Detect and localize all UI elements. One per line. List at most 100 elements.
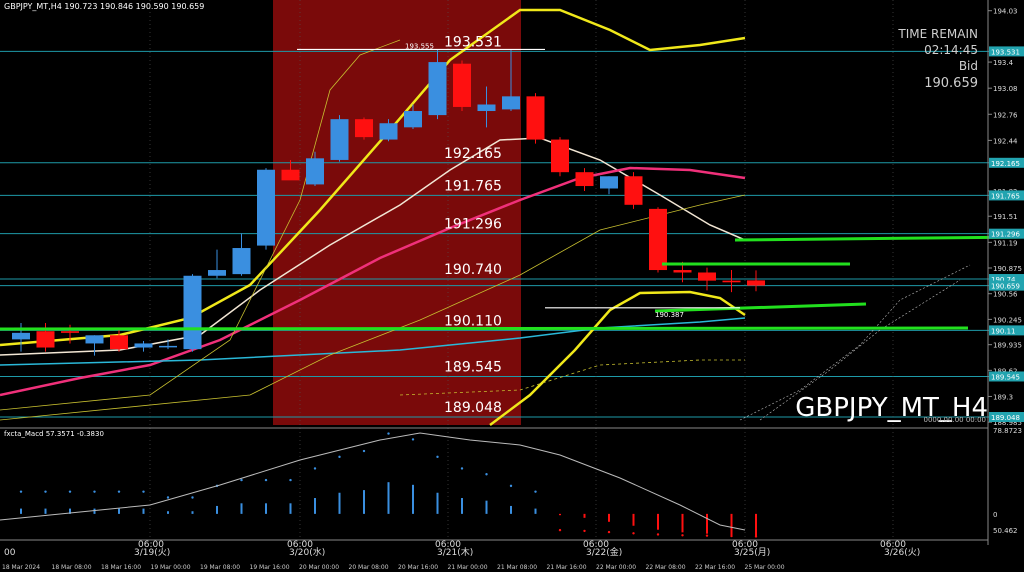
indicator-dot	[313, 467, 317, 470]
bear-candle[interactable]	[36, 331, 55, 348]
price-tick-label: 188.985	[993, 419, 1022, 427]
price-tick-label: 190.245	[993, 316, 1022, 324]
indicator-dot	[289, 478, 292, 482]
price-level-tag-text: 190.11	[991, 327, 1016, 335]
bull-candle[interactable]	[600, 176, 618, 189]
datetime-tick-label: 22 Mar 16:00	[695, 564, 735, 571]
price-tick-label: 192.44	[993, 137, 1018, 145]
price-tick-label: 189.935	[993, 342, 1022, 350]
indicator-dot	[338, 455, 341, 459]
indicator-dot	[632, 532, 635, 535]
bear-candle[interactable]	[722, 280, 741, 283]
price-level-tag	[989, 325, 1024, 336]
price-tick-label: 191.19	[993, 239, 1018, 247]
bear-candle[interactable]	[551, 139, 569, 173]
price-level-tag-text: 193.531	[991, 48, 1020, 56]
price-tick-label: 191.51	[993, 213, 1018, 221]
bull-candle[interactable]	[379, 123, 398, 140]
bear-candle[interactable]	[698, 272, 716, 281]
price-level-tag	[989, 228, 1024, 239]
bull-candle[interactable]	[330, 119, 349, 160]
bull-candle[interactable]	[404, 111, 422, 128]
datetime-tick-label: 19 Mar 08:00	[200, 564, 240, 571]
indicator-dot	[485, 473, 488, 476]
bull-candle[interactable]	[257, 169, 275, 246]
price-level-tag-text: 191.296	[991, 231, 1020, 239]
indicator-dot	[411, 438, 415, 441]
price-level-tag-text: 189.048	[991, 414, 1020, 422]
bear-candle[interactable]	[453, 63, 471, 107]
date-tick-label: 3/20(水)	[289, 546, 325, 558]
indicator-dot	[264, 478, 268, 482]
price-tick-label: 192.76	[993, 111, 1018, 119]
bear-candle[interactable]	[673, 270, 692, 273]
level-value-label: 193.531	[444, 34, 502, 50]
price-level-tag-text: 190.74	[991, 276, 1016, 284]
datetime-tick-label: 18 Mar 16:00	[101, 564, 141, 571]
time-tick-label: 06:00	[732, 540, 758, 550]
level-value-label: 189.048	[444, 400, 502, 416]
datetime-tick-label: 21 Mar 16:00	[547, 564, 587, 571]
bear-candle[interactable]	[355, 119, 373, 138]
price-annotation: 193.555	[405, 42, 434, 50]
bear-candle[interactable]	[61, 331, 79, 333]
ichimoku-cloud-edge-2	[759, 279, 961, 421]
indicator-label: fxcta_Macd 57.3571 -0.3830	[4, 430, 104, 438]
time-remain-label: TIME REMAIN	[897, 27, 978, 41]
bull-candle[interactable]	[183, 275, 202, 350]
bear-candle[interactable]	[110, 335, 128, 350]
price-level-tag	[989, 46, 1024, 57]
indicator-dot	[681, 534, 684, 537]
bull-candle[interactable]	[428, 62, 447, 116]
level-value-label: 191.765	[444, 178, 502, 194]
indicator-dot	[460, 467, 464, 470]
price-level-tag	[989, 157, 1024, 168]
bear-candle[interactable]	[649, 208, 667, 271]
bull-candle[interactable]	[85, 335, 104, 344]
price-tick-label: 193.08	[993, 85, 1018, 93]
indicator-dot	[754, 535, 758, 538]
bear-candle[interactable]	[526, 96, 545, 140]
indicator-tick-label: 0	[993, 511, 997, 519]
level-value-label: 190.740	[444, 262, 502, 278]
bear-candle[interactable]	[747, 280, 765, 286]
time-tick-label: 06:00	[583, 540, 609, 550]
ichimoku-cloud-edge	[739, 264, 971, 421]
bull-candle[interactable]	[232, 248, 251, 275]
indicator-dot	[166, 496, 170, 499]
bull-candle[interactable]	[477, 104, 496, 112]
indicator-dot	[240, 478, 243, 482]
price-level-tag	[989, 274, 1024, 285]
green-trend-line[interactable]	[734, 235, 1024, 242]
bull-candle[interactable]	[12, 332, 30, 340]
indicator-dot	[19, 490, 23, 493]
datetime-tick-label: 20 Mar 08:00	[349, 564, 389, 571]
bull-candle[interactable]	[159, 345, 177, 348]
dotted-band	[399, 359, 745, 396]
datetime-tick-label: 18 Mar 08:00	[52, 564, 92, 571]
outer-band-mid	[0, 194, 746, 421]
bid-value: 190.659	[924, 76, 978, 91]
bull-candle[interactable]	[502, 96, 520, 110]
bull-candle[interactable]	[306, 158, 324, 185]
price-level-tag-text: 190.659	[991, 283, 1020, 291]
bull-candle[interactable]	[208, 270, 226, 276]
level-value-label: 190.110	[444, 313, 502, 329]
green-trend-line[interactable]	[0, 326, 969, 331]
price-tick-label: 189.62	[993, 367, 1018, 375]
bull-candle[interactable]	[134, 343, 153, 348]
time-tick-label: 06:00	[287, 540, 313, 550]
price-tick-label: 190.875	[993, 265, 1022, 273]
price-tick-label: 190.56	[993, 291, 1018, 299]
bear-candle[interactable]	[624, 176, 643, 205]
price-level-tag	[989, 412, 1024, 423]
green-trend-line[interactable]	[654, 302, 867, 313]
price-level-tag	[989, 190, 1024, 201]
date-tick-label: 3/25(月)	[734, 547, 770, 558]
datetime-tick-label: 20 Mar 00:00	[299, 564, 339, 571]
datetime-tick-label: 20 Mar 16:00	[398, 564, 438, 571]
bear-candle[interactable]	[281, 169, 300, 181]
bear-candle[interactable]	[575, 172, 594, 187]
